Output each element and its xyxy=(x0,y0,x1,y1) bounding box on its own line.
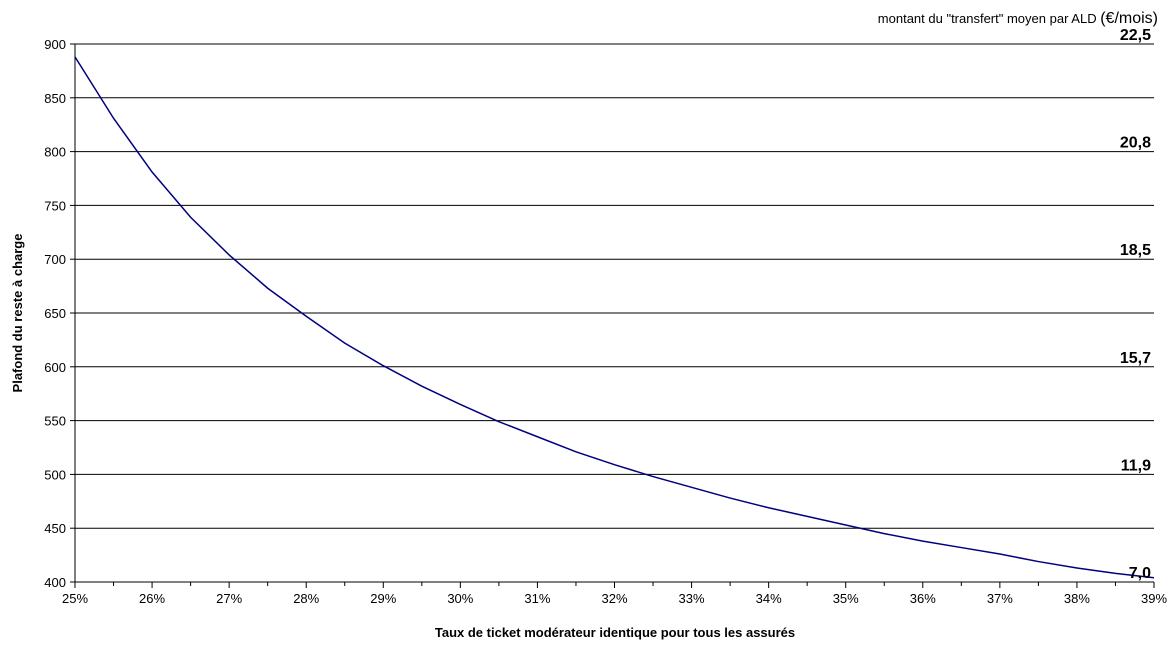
x-tick-label: 28% xyxy=(293,591,319,606)
y-axis-title: Plafond du reste à charge xyxy=(10,234,25,393)
x-axis-ticks: 25% 26% 27% 28% 29% 30% 31% 32% 33% 34% 35% 36% 37% 3… xyxy=(62,582,1167,606)
x-tick-label: 39% xyxy=(1141,591,1167,606)
x-tick-label: 32% xyxy=(601,591,627,606)
y-tick-label: 600 xyxy=(44,360,66,375)
secondary-value-label: 7,0 xyxy=(1129,565,1151,582)
y-tick-label: 400 xyxy=(44,575,66,590)
x-tick-label: 26% xyxy=(139,591,165,606)
x-tick-label: 37% xyxy=(987,591,1013,606)
x-tick-label: 29% xyxy=(370,591,396,606)
x-tick-label: 38% xyxy=(1064,591,1090,606)
secondary-value-label: 11,9 xyxy=(1121,457,1151,474)
y-tick-label: 650 xyxy=(44,306,66,321)
x-tick-label: 25% xyxy=(62,591,88,606)
y-tick-label: 700 xyxy=(44,252,66,267)
secondary-axis-title: montant du "transfert" moyen par ALD (€/… xyxy=(878,10,1158,27)
secondary-value-label: 15,7 xyxy=(1120,350,1151,367)
y-tick-label: 800 xyxy=(44,145,66,160)
y-tick-label: 450 xyxy=(44,521,66,536)
series-line xyxy=(74,56,1155,579)
secondary-value-label: 20,8 xyxy=(1120,135,1151,152)
y-tick-label: 500 xyxy=(44,467,66,482)
x-tick-label: 30% xyxy=(447,591,473,606)
secondary-value-label: 22,5 xyxy=(1120,27,1151,44)
secondary-title-text: montant du "transfert" moyen par ALD xyxy=(878,11,1097,26)
x-axis-title: Taux de ticket modérateur identique pour… xyxy=(435,625,795,640)
y-tick-label: 900 xyxy=(44,37,66,52)
secondary-labels: 22,5 20,8 18,5 15,7 11,9 7,0 xyxy=(1120,27,1151,582)
y-tick-label: 750 xyxy=(44,198,66,213)
x-tick-label: 35% xyxy=(833,591,859,606)
grid-lines xyxy=(75,43,1154,529)
secondary-unit-text: (€/mois) xyxy=(1100,10,1158,27)
x-tick-label: 36% xyxy=(910,591,936,606)
x-tick-label: 27% xyxy=(216,591,242,606)
y-tick-label: 550 xyxy=(44,414,66,429)
x-tick-label: 33% xyxy=(679,591,705,606)
secondary-value-label: 18,5 xyxy=(1120,242,1151,259)
series-group xyxy=(74,56,1155,579)
x-tick-label: 34% xyxy=(756,591,782,606)
x-tick-label: 31% xyxy=(524,591,550,606)
y-axis-ticks: 400 450 500 550 600 650 700 750 800 850 900 xyxy=(44,37,75,590)
y-tick-label: 850 xyxy=(44,91,66,106)
